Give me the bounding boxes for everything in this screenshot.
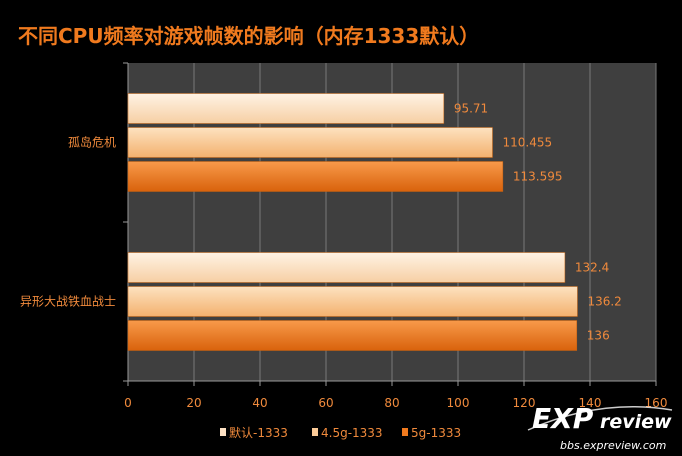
data-label-0-2: 113.595: [513, 170, 563, 184]
legend: 默认-1333 4.5g-1333 5g-1333: [220, 425, 461, 440]
x-tick-label-60: 60: [318, 396, 333, 410]
bar-1-1: [127, 286, 578, 317]
x-tick-labels: 0 20 40 60 80 100 120 140 160: [124, 396, 667, 410]
watermark-url: bbs.expreview.com: [560, 439, 666, 452]
legend-swatch-0: [220, 428, 226, 436]
category-label-1: 异形大战铁血战士: [20, 295, 116, 309]
watermark-review: review: [600, 411, 672, 433]
bars: [127, 93, 578, 351]
bar-0-0: [127, 93, 445, 124]
legend-swatch-2: [402, 428, 408, 436]
data-label-1-0: 132.4: [575, 261, 609, 275]
legend-swatch-1: [312, 428, 318, 436]
x-tick-label-160: 160: [645, 396, 668, 410]
chart-title: 不同CPU频率对游戏帧数的影响（内存1333默认）: [18, 24, 479, 48]
x-tick-label-20: 20: [186, 396, 201, 410]
x-tick-label-0: 0: [124, 396, 132, 410]
bar-1-2: [127, 320, 578, 351]
legend-label-0: 默认-1333: [229, 425, 288, 440]
x-tick-label-100: 100: [447, 396, 470, 410]
bar-0-1: [127, 127, 493, 158]
data-label-1-2: 136: [587, 329, 610, 343]
legend-label-2: 5g-1333: [411, 426, 461, 440]
legend-label-1: 4.5g-1333: [321, 426, 383, 440]
watermark-logo: EXP review bbs.expreview.com: [527, 402, 673, 452]
data-labels: 95.71 110.455 113.595 132.4 136.2 136: [454, 102, 622, 343]
x-tick-label-40: 40: [252, 396, 267, 410]
x-tick-label-120: 120: [513, 396, 536, 410]
bar-1-0: [127, 252, 566, 283]
bar-0-2: [127, 161, 504, 192]
x-tick-label-140: 140: [579, 396, 602, 410]
data-label-0-1: 110.455: [503, 136, 553, 150]
data-label-0-0: 95.71: [454, 102, 488, 116]
category-label-0: 孤岛危机: [68, 135, 116, 150]
watermark-swoosh: [527, 406, 673, 431]
watermark-exp: EXP: [532, 402, 594, 435]
data-label-1-1: 136.2: [587, 295, 621, 309]
x-tick-label-80: 80: [384, 396, 399, 410]
